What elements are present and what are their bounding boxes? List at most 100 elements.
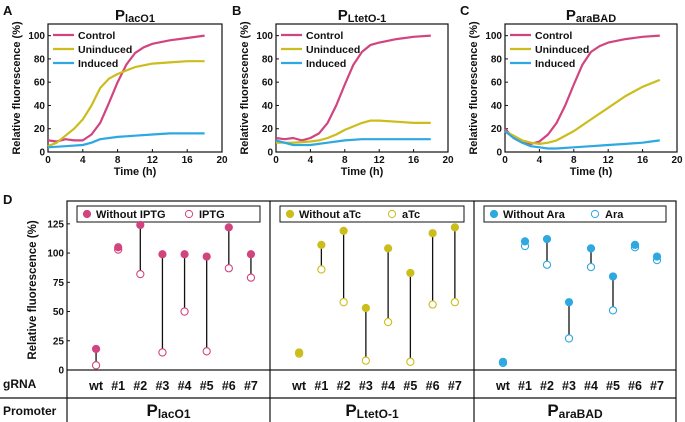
point-uninduced — [91, 344, 101, 354]
point-induced — [246, 273, 256, 282]
legend-label-uninduced: Uninduced — [535, 44, 589, 56]
x-tick-label: 8 — [571, 155, 577, 166]
promoter-label: PlacO1 — [146, 401, 190, 421]
point-uninduced — [180, 250, 189, 259]
panel-label-d: D — [3, 192, 12, 207]
point-uninduced — [224, 223, 233, 232]
point-uninduced — [136, 220, 145, 230]
chart-title-subscript: araBAD — [576, 13, 616, 25]
point-uninduced — [406, 268, 415, 278]
series-line-control — [275, 34, 431, 142]
category-label: #5 — [200, 379, 214, 393]
legend-marker-open — [184, 209, 194, 219]
point-induced — [361, 356, 371, 365]
point-induced — [158, 348, 167, 357]
legend-label-induced: Induced — [78, 58, 118, 70]
point-uninduced — [542, 234, 552, 244]
y-tick-label: 40 — [34, 101, 46, 112]
plot-frame — [47, 23, 223, 153]
point-uninduced — [652, 252, 662, 261]
y-tick-label: 0 — [496, 148, 502, 159]
y-axis-label: Relative fluorescence (%) — [11, 21, 23, 155]
legend-box — [483, 205, 667, 223]
legend-label-with: aTc — [402, 209, 420, 221]
category-label: #4 — [381, 379, 395, 393]
point-uninduced — [246, 250, 256, 259]
panel-label-c: C — [460, 3, 470, 18]
category-label: #7 — [448, 379, 462, 393]
y-tick-label: 20 — [262, 124, 274, 135]
promoter-label-base: P — [345, 401, 356, 420]
y-tick-label: 20 — [491, 124, 503, 135]
y-tick-label: 100 — [47, 249, 64, 260]
plot-frame — [66, 200, 677, 371]
point-induced — [339, 298, 348, 307]
panel-a-chart: A 0 20 40 60 80 100 0 4 8 12 16 20 Time (h) Relative f… — [3, 3, 228, 178]
promoter-label-base: P — [146, 401, 157, 420]
point-induced — [383, 317, 393, 327]
y-tick-label: 80 — [262, 54, 274, 65]
point-induced — [450, 298, 460, 307]
point-induced — [542, 260, 552, 269]
y-tick-label: 100 — [28, 31, 45, 42]
category-label: #5 — [403, 379, 417, 393]
x-tick-label: 4 — [80, 155, 86, 166]
legend-label-control: Control — [78, 30, 115, 42]
y-tick-label: 20 — [34, 124, 46, 135]
chart-title-subscript: lacO1 — [125, 13, 155, 25]
chart-title: PLtetO-1 — [338, 7, 387, 25]
x-tick-label: 4 — [308, 155, 314, 166]
point-uninduced — [158, 250, 167, 259]
x-axis-label: Time (h) — [114, 166, 157, 178]
legend-label-induced: Induced — [535, 58, 575, 70]
y-tick-label: 50 — [53, 307, 65, 318]
category-label: wt — [88, 379, 104, 393]
legend-label-uninduced: Uninduced — [306, 44, 360, 56]
category-label: wt — [291, 379, 307, 393]
category-label: #5 — [606, 379, 620, 393]
point-induced — [317, 265, 326, 274]
legend-label-without: Without IPTG — [96, 209, 166, 221]
point-induced — [564, 334, 574, 343]
point-uninduced — [450, 223, 459, 232]
y-tick-label: 100 — [485, 31, 502, 42]
legend-label-with: Ara — [605, 209, 624, 221]
point-induced — [180, 307, 189, 316]
legend-label-control: Control — [306, 30, 343, 42]
point-uninduced — [630, 240, 640, 249]
x-tick-label: 0 — [502, 155, 508, 166]
point-uninduced — [114, 243, 123, 252]
plot-frame — [504, 23, 678, 153]
chart-title-subscript: LtetO-1 — [348, 13, 387, 25]
chart-title: ParaBAD — [566, 7, 616, 25]
y-tick-label: 0 — [39, 148, 45, 159]
series-line-induced — [47, 132, 205, 149]
category-label: #6 — [222, 379, 236, 393]
category-label: #2 — [133, 379, 147, 393]
y-tick-label: 25 — [53, 336, 65, 347]
point-induced — [202, 347, 211, 356]
legend-label-control: Control — [535, 30, 572, 42]
panel-label-b: B — [232, 3, 241, 18]
x-axis-label: Time (h) — [341, 166, 384, 178]
panel-label-a: A — [3, 3, 13, 18]
legend-marker-open — [387, 209, 397, 219]
category-label: #4 — [584, 379, 598, 393]
x-axis-label: Time (h) — [570, 166, 613, 178]
chart-title-base: P — [338, 7, 348, 24]
point-uninduced — [586, 244, 596, 253]
point-uninduced — [295, 348, 304, 357]
legend-box — [76, 205, 261, 223]
y-tick-label: 100 — [256, 31, 273, 42]
x-tick-label: 16 — [408, 155, 420, 166]
category-label: #6 — [628, 379, 642, 393]
category-label: #7 — [244, 379, 258, 393]
category-label: #2 — [337, 379, 351, 393]
category-label: wt — [495, 379, 511, 393]
category-label: #6 — [426, 379, 440, 393]
y-tick-label: 60 — [34, 78, 46, 89]
promoter-label-subscript: lacO1 — [158, 407, 191, 421]
y-tick-label: 125 — [47, 219, 64, 230]
point-induced — [406, 357, 415, 366]
point-induced — [428, 300, 437, 309]
